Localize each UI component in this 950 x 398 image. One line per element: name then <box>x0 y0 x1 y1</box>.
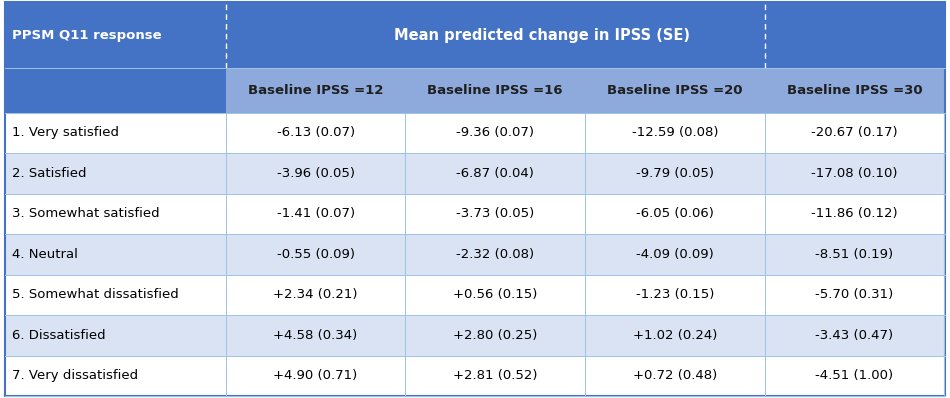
Text: -12.59 (0.08): -12.59 (0.08) <box>632 127 718 139</box>
Bar <box>5 234 226 275</box>
Text: -4.09 (0.09): -4.09 (0.09) <box>636 248 713 261</box>
Bar <box>5 275 226 315</box>
Text: -6.05 (0.06): -6.05 (0.06) <box>636 207 713 220</box>
Text: -17.08 (0.10): -17.08 (0.10) <box>811 167 898 180</box>
Text: -11.86 (0.12): -11.86 (0.12) <box>811 207 898 220</box>
Text: -8.51 (0.19): -8.51 (0.19) <box>815 248 894 261</box>
Text: -3.96 (0.05): -3.96 (0.05) <box>276 167 354 180</box>
Bar <box>765 234 944 275</box>
Text: -6.13 (0.07): -6.13 (0.07) <box>276 127 354 139</box>
Bar <box>226 68 406 113</box>
Bar <box>765 153 944 194</box>
Text: -3.43 (0.47): -3.43 (0.47) <box>815 329 894 342</box>
Bar <box>406 194 585 234</box>
Bar <box>765 113 944 153</box>
Bar <box>226 153 406 194</box>
Bar <box>226 234 406 275</box>
Bar <box>406 355 585 396</box>
Bar <box>765 315 944 355</box>
Text: -9.36 (0.07): -9.36 (0.07) <box>456 127 534 139</box>
Bar <box>406 275 585 315</box>
Bar <box>585 68 765 113</box>
Text: +4.90 (0.71): +4.90 (0.71) <box>274 369 358 382</box>
Bar <box>765 68 944 113</box>
Bar <box>406 153 585 194</box>
Bar <box>226 2 944 68</box>
Text: +1.02 (0.24): +1.02 (0.24) <box>633 329 717 342</box>
Text: -6.87 (0.04): -6.87 (0.04) <box>456 167 534 180</box>
Text: -1.23 (0.15): -1.23 (0.15) <box>636 288 714 301</box>
Bar <box>406 68 585 113</box>
Bar <box>406 113 585 153</box>
Bar <box>765 194 944 234</box>
Text: Mean predicted change in IPSS (SE): Mean predicted change in IPSS (SE) <box>394 27 690 43</box>
Text: +0.72 (0.48): +0.72 (0.48) <box>633 369 717 382</box>
Text: 7. Very dissatisfied: 7. Very dissatisfied <box>12 369 139 382</box>
Bar <box>226 355 406 396</box>
Bar <box>226 113 406 153</box>
Text: 6. Dissatisfied: 6. Dissatisfied <box>12 329 106 342</box>
Bar <box>585 315 765 355</box>
Text: -0.55 (0.09): -0.55 (0.09) <box>276 248 354 261</box>
Text: 3. Somewhat satisfied: 3. Somewhat satisfied <box>12 207 160 220</box>
Bar <box>585 194 765 234</box>
Text: +0.56 (0.15): +0.56 (0.15) <box>453 288 538 301</box>
Bar <box>406 315 585 355</box>
Bar <box>5 113 226 153</box>
Text: +2.34 (0.21): +2.34 (0.21) <box>274 288 358 301</box>
Text: 1. Very satisfied: 1. Very satisfied <box>12 127 120 139</box>
Bar <box>765 355 944 396</box>
Text: +2.81 (0.52): +2.81 (0.52) <box>453 369 538 382</box>
Bar <box>226 194 406 234</box>
Bar <box>5 194 226 234</box>
Text: PPSM Q11 response: PPSM Q11 response <box>12 29 162 41</box>
Text: 4. Neutral: 4. Neutral <box>12 248 78 261</box>
Text: -5.70 (0.31): -5.70 (0.31) <box>815 288 894 301</box>
Text: -9.79 (0.05): -9.79 (0.05) <box>636 167 713 180</box>
Bar <box>585 113 765 153</box>
Bar <box>5 153 226 194</box>
Text: 2. Satisfied: 2. Satisfied <box>12 167 86 180</box>
Bar <box>5 2 226 68</box>
Bar <box>585 355 765 396</box>
Text: Baseline IPSS =20: Baseline IPSS =20 <box>607 84 743 97</box>
Bar <box>585 275 765 315</box>
Text: -20.67 (0.17): -20.67 (0.17) <box>811 127 898 139</box>
Bar <box>585 153 765 194</box>
Bar <box>406 234 585 275</box>
Text: 5. Somewhat dissatisfied: 5. Somewhat dissatisfied <box>12 288 180 301</box>
Bar <box>585 234 765 275</box>
Bar <box>226 315 406 355</box>
Text: Baseline IPSS =30: Baseline IPSS =30 <box>787 84 922 97</box>
Text: +2.80 (0.25): +2.80 (0.25) <box>453 329 538 342</box>
Text: Baseline IPSS =16: Baseline IPSS =16 <box>428 84 563 97</box>
Text: -3.73 (0.05): -3.73 (0.05) <box>456 207 534 220</box>
Text: +4.58 (0.34): +4.58 (0.34) <box>274 329 358 342</box>
Bar <box>5 315 226 355</box>
Text: -4.51 (1.00): -4.51 (1.00) <box>815 369 894 382</box>
Bar <box>226 275 406 315</box>
Text: -2.32 (0.08): -2.32 (0.08) <box>456 248 534 261</box>
Text: -1.41 (0.07): -1.41 (0.07) <box>276 207 354 220</box>
Text: Baseline IPSS =12: Baseline IPSS =12 <box>248 84 383 97</box>
Bar <box>765 275 944 315</box>
Bar <box>5 355 226 396</box>
Bar <box>5 68 226 113</box>
